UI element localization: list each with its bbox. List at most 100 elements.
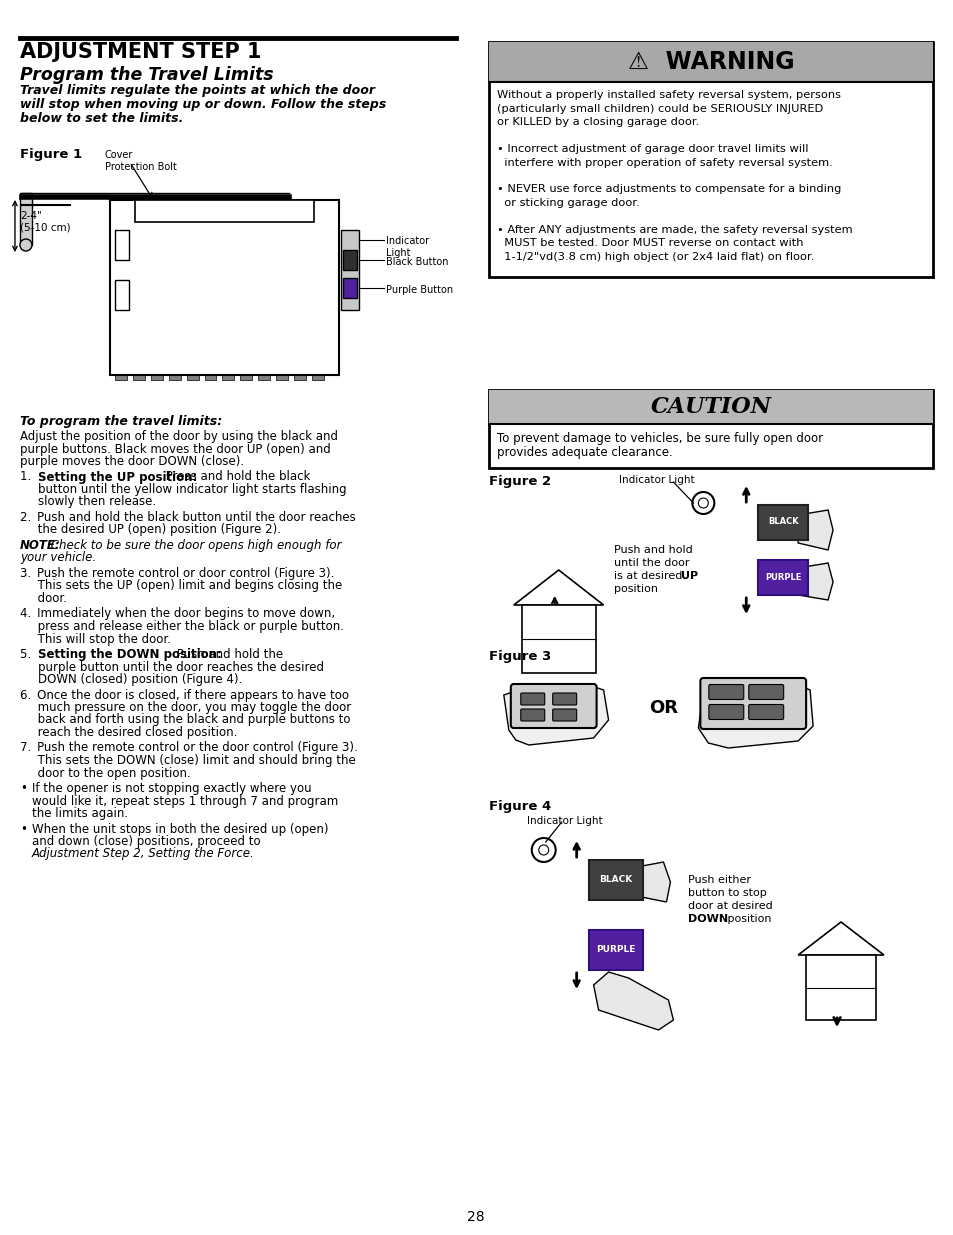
Text: • NEVER use force adjustments to compensate for a binding: • NEVER use force adjustments to compens… [497,184,841,194]
FancyBboxPatch shape [748,684,782,699]
Bar [343,249,356,270]
Text: would like it, repeat steps 1 through 7 and program: would like it, repeat steps 1 through 7 … [31,794,337,808]
Text: 1.: 1. [20,471,37,483]
Text: Figure 2: Figure 2 [488,475,551,488]
Bar [204,372,216,380]
FancyBboxPatch shape [520,709,544,721]
Text: •: • [20,823,27,836]
Bar [132,372,145,380]
Polygon shape [503,685,608,745]
Text: or KILLED by a closing garage door.: or KILLED by a closing garage door. [497,117,699,127]
Text: This sets the DOWN (close) limit and should bring the: This sets the DOWN (close) limit and sho… [20,755,355,767]
Text: 2. Push and hold the black button until the door reaches: 2. Push and hold the black button until … [20,511,355,524]
Text: Without a properly installed safety reversal system, persons: Without a properly installed safety reve… [497,90,840,100]
Text: If the opener is not stopping exactly where you: If the opener is not stopping exactly wh… [31,782,312,795]
Bar [488,42,932,82]
Text: reach the desired closed position.: reach the desired closed position. [20,726,237,739]
Bar [588,860,643,900]
Text: 4. Immediately when the door begins to move down,: 4. Immediately when the door begins to m… [20,608,335,620]
Text: 1-1/2"vd(3.8 cm) high object (or 2x4 laid flat) on floor.: 1-1/2"vd(3.8 cm) high object (or 2x4 lai… [497,252,813,262]
Bar [758,505,807,540]
Text: or sticking garage door.: or sticking garage door. [497,198,639,207]
Text: below to set the limits.: below to set the limits. [20,112,183,125]
Bar [258,372,270,380]
Text: much pressure on the door, you may toggle the door: much pressure on the door, you may toggl… [20,701,351,714]
Text: •: • [20,782,27,795]
Polygon shape [798,563,832,600]
Text: (particularly small children) could be SERIOUSLY INJURED: (particularly small children) could be S… [497,104,822,114]
Text: 3. Push the remote control or door control (Figure 3).: 3. Push the remote control or door contr… [20,567,334,580]
Text: purple moves the door DOWN (close).: purple moves the door DOWN (close). [20,454,244,468]
Text: Figure 4: Figure 4 [488,800,551,813]
Text: the limits again.: the limits again. [31,806,128,820]
Bar [110,200,339,375]
Bar [222,372,234,380]
Text: DOWN (closed) position (Figure 4).: DOWN (closed) position (Figure 4). [38,673,242,685]
Text: ADJUSTMENT STEP 1: ADJUSTMENT STEP 1 [20,42,261,62]
Text: Push either: Push either [688,876,751,885]
Text: BLACK: BLACK [767,517,798,526]
Polygon shape [593,972,673,1030]
Bar [151,372,162,380]
Bar [114,230,129,261]
Text: button to stop: button to stop [688,888,766,898]
Bar [276,372,288,380]
Text: Black Button: Black Button [386,257,448,267]
Text: Indicator Light: Indicator Light [618,475,694,485]
FancyBboxPatch shape [510,684,596,727]
Text: press and release either the black or purple button.: press and release either the black or pu… [20,620,344,634]
Text: the desired UP (open) position (Figure 2).: the desired UP (open) position (Figure 2… [20,524,281,536]
Text: interfere with proper operation of safety reversal system.: interfere with proper operation of safet… [497,158,832,168]
Bar [488,390,932,424]
Text: 28: 28 [467,1210,484,1224]
FancyBboxPatch shape [552,709,576,721]
Text: Indicator
Light: Indicator Light [386,236,429,258]
Text: back and forth using the black and purple buttons to: back and forth using the black and purpl… [20,714,350,726]
Text: DOWN: DOWN [688,914,728,924]
Bar [134,200,314,222]
FancyBboxPatch shape [708,704,743,720]
Bar [169,372,180,380]
Text: This will stop the door.: This will stop the door. [20,632,171,646]
Text: This sets the UP (open) limit and begins closing the: This sets the UP (open) limit and begins… [20,579,342,593]
Bar [521,605,595,673]
Text: purple button until the door reaches the desired: purple button until the door reaches the… [38,661,324,673]
Bar [805,955,875,1020]
Text: MUST be tested. Door MUST reverse on contact with: MUST be tested. Door MUST reverse on con… [497,238,802,248]
Text: PURPLE: PURPLE [764,573,801,582]
Text: and down (close) positions, proceed to: and down (close) positions, proceed to [31,835,260,848]
Polygon shape [631,862,670,902]
Text: Travel limits regulate the points at which the door: Travel limits regulate the points at whi… [20,84,375,98]
FancyBboxPatch shape [552,693,576,705]
Bar [343,278,356,298]
Text: UP: UP [680,571,698,580]
Text: Setting the UP position:: Setting the UP position: [38,471,197,483]
FancyBboxPatch shape [520,693,544,705]
Text: NOTE:: NOTE: [20,538,60,552]
Polygon shape [698,683,812,748]
Text: door to the open position.: door to the open position. [20,767,191,779]
Bar [240,372,253,380]
Text: slowly then release.: slowly then release. [38,495,156,509]
Bar [488,42,932,277]
Text: provides adequate clearance.: provides adequate clearance. [497,446,672,459]
Text: door.: door. [20,592,67,605]
Bar [758,559,807,595]
Text: 5.: 5. [20,648,37,661]
Text: CAUTION: CAUTION [650,396,771,417]
Text: Figure 3: Figure 3 [488,650,551,663]
Bar [187,372,198,380]
Text: • Incorrect adjustment of garage door travel limits will: • Incorrect adjustment of garage door tr… [497,144,807,154]
Text: position: position [613,584,657,594]
Bar [294,372,306,380]
Text: To program the travel limits:: To program the travel limits: [20,415,222,429]
Text: your vehicle.: your vehicle. [20,552,96,564]
Text: position: position [723,914,771,924]
Text: Setting the DOWN position:: Setting the DOWN position: [38,648,221,661]
Bar [114,372,127,380]
Text: purple buttons. Black moves the door UP (open) and: purple buttons. Black moves the door UP … [20,442,331,456]
FancyBboxPatch shape [700,678,805,729]
Text: Adjust the position of the door by using the black and: Adjust the position of the door by using… [20,430,337,443]
Text: 6. Once the door is closed, if there appears to have too: 6. Once the door is closed, if there app… [20,688,349,701]
Text: Adjustment Step 2, Setting the Force.: Adjustment Step 2, Setting the Force. [31,847,254,861]
